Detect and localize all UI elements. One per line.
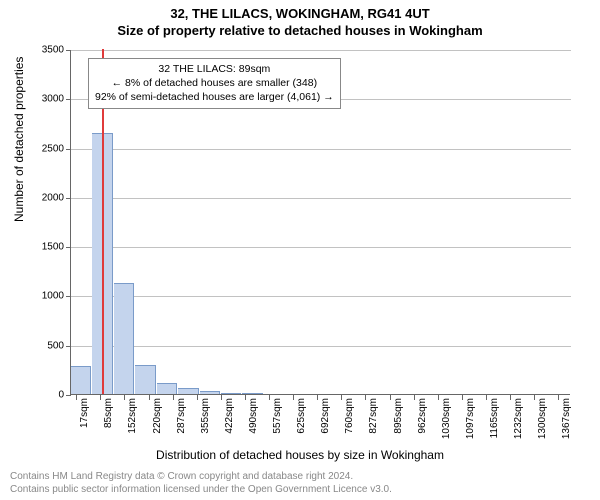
x-axis-label: Distribution of detached houses by size …	[0, 448, 600, 462]
xtick-mark	[100, 395, 101, 400]
gridline	[71, 198, 571, 199]
xtick-label: 17sqm	[79, 398, 90, 428]
ytick-label: 3500	[24, 45, 64, 56]
gridline	[71, 247, 571, 248]
histogram-bar	[157, 383, 177, 394]
ytick-label: 2500	[24, 143, 64, 154]
xtick-mark	[221, 395, 222, 400]
xtick-label: 85sqm	[103, 398, 114, 428]
ytick-label: 2000	[24, 192, 64, 203]
xtick-mark	[197, 395, 198, 400]
xtick-label: 1300sqm	[537, 398, 548, 439]
xtick-label: 1030sqm	[441, 398, 452, 439]
xtick-label: 557sqm	[272, 398, 283, 434]
gridline	[71, 50, 571, 51]
ytick-label: 3000	[24, 94, 64, 105]
histogram-bar	[221, 393, 241, 394]
ytick-mark	[66, 99, 71, 100]
histogram-bar	[135, 365, 155, 394]
ytick-mark	[66, 149, 71, 150]
ytick-mark	[66, 346, 71, 347]
ytick-mark	[66, 50, 71, 51]
histogram-bar	[71, 366, 91, 394]
ytick-mark	[66, 247, 71, 248]
xtick-mark	[534, 395, 535, 400]
xtick-mark	[76, 395, 77, 400]
footer-line1: Contains HM Land Registry data © Crown c…	[10, 470, 392, 483]
xtick-label: 490sqm	[248, 398, 259, 434]
xtick-label: 152sqm	[127, 398, 138, 434]
histogram-bar	[200, 391, 220, 394]
xtick-label: 355sqm	[200, 398, 211, 434]
footer: Contains HM Land Registry data © Crown c…	[10, 470, 392, 496]
xtick-mark	[414, 395, 415, 400]
xtick-label: 1367sqm	[561, 398, 572, 439]
xtick-mark	[124, 395, 125, 400]
xtick-label: 1097sqm	[465, 398, 476, 439]
xtick-mark	[341, 395, 342, 400]
xtick-label: 287sqm	[176, 398, 187, 434]
title-address: 32, THE LILACS, WOKINGHAM, RG41 4UT	[0, 6, 600, 21]
ytick-mark	[66, 296, 71, 297]
xtick-label: 692sqm	[320, 398, 331, 434]
xtick-mark	[438, 395, 439, 400]
xtick-mark	[149, 395, 150, 400]
ytick-label: 0	[24, 390, 64, 401]
xtick-label: 1165sqm	[489, 398, 500, 438]
gridline	[71, 296, 571, 297]
ytick-label: 1000	[24, 291, 64, 302]
xtick-mark	[245, 395, 246, 400]
gridline	[71, 346, 571, 347]
title-subtitle: Size of property relative to detached ho…	[0, 23, 600, 38]
xtick-mark	[486, 395, 487, 400]
xtick-mark	[365, 395, 366, 400]
annotation-line2: ← 8% of detached houses are smaller (348…	[95, 76, 334, 90]
histogram-bar	[242, 393, 262, 394]
xtick-label: 827sqm	[368, 398, 379, 434]
xtick-mark	[462, 395, 463, 400]
annotation-line3: 92% of semi-detached houses are larger (…	[95, 90, 334, 104]
annotation-box: 32 THE LILACS: 89sqm ← 8% of detached ho…	[88, 58, 341, 109]
xtick-label: 1232sqm	[513, 398, 524, 439]
ytick-mark	[66, 395, 71, 396]
xtick-label: 895sqm	[393, 398, 404, 434]
xtick-mark	[510, 395, 511, 400]
xtick-mark	[558, 395, 559, 400]
xtick-mark	[293, 395, 294, 400]
xtick-label: 625sqm	[296, 398, 307, 434]
chart-container: 32, THE LILACS, WOKINGHAM, RG41 4UT Size…	[0, 0, 600, 500]
xtick-mark	[390, 395, 391, 400]
xtick-label: 220sqm	[152, 398, 163, 434]
xtick-mark	[317, 395, 318, 400]
ytick-label: 500	[24, 340, 64, 351]
footer-line2: Contains public sector information licen…	[10, 483, 392, 496]
xtick-label: 422sqm	[224, 398, 235, 434]
histogram-bar	[178, 388, 198, 394]
chart-area: 32 THE LILACS: 89sqm ← 8% of detached ho…	[70, 50, 570, 395]
xtick-mark	[173, 395, 174, 400]
gridline	[71, 149, 571, 150]
annotation-line1: 32 THE LILACS: 89sqm	[95, 62, 334, 76]
histogram-bar	[114, 283, 134, 394]
xtick-label: 962sqm	[417, 398, 428, 434]
ytick-mark	[66, 198, 71, 199]
xtick-mark	[269, 395, 270, 400]
ytick-label: 1500	[24, 242, 64, 253]
title-block: 32, THE LILACS, WOKINGHAM, RG41 4UT Size…	[0, 0, 600, 38]
xtick-label: 760sqm	[344, 398, 355, 434]
